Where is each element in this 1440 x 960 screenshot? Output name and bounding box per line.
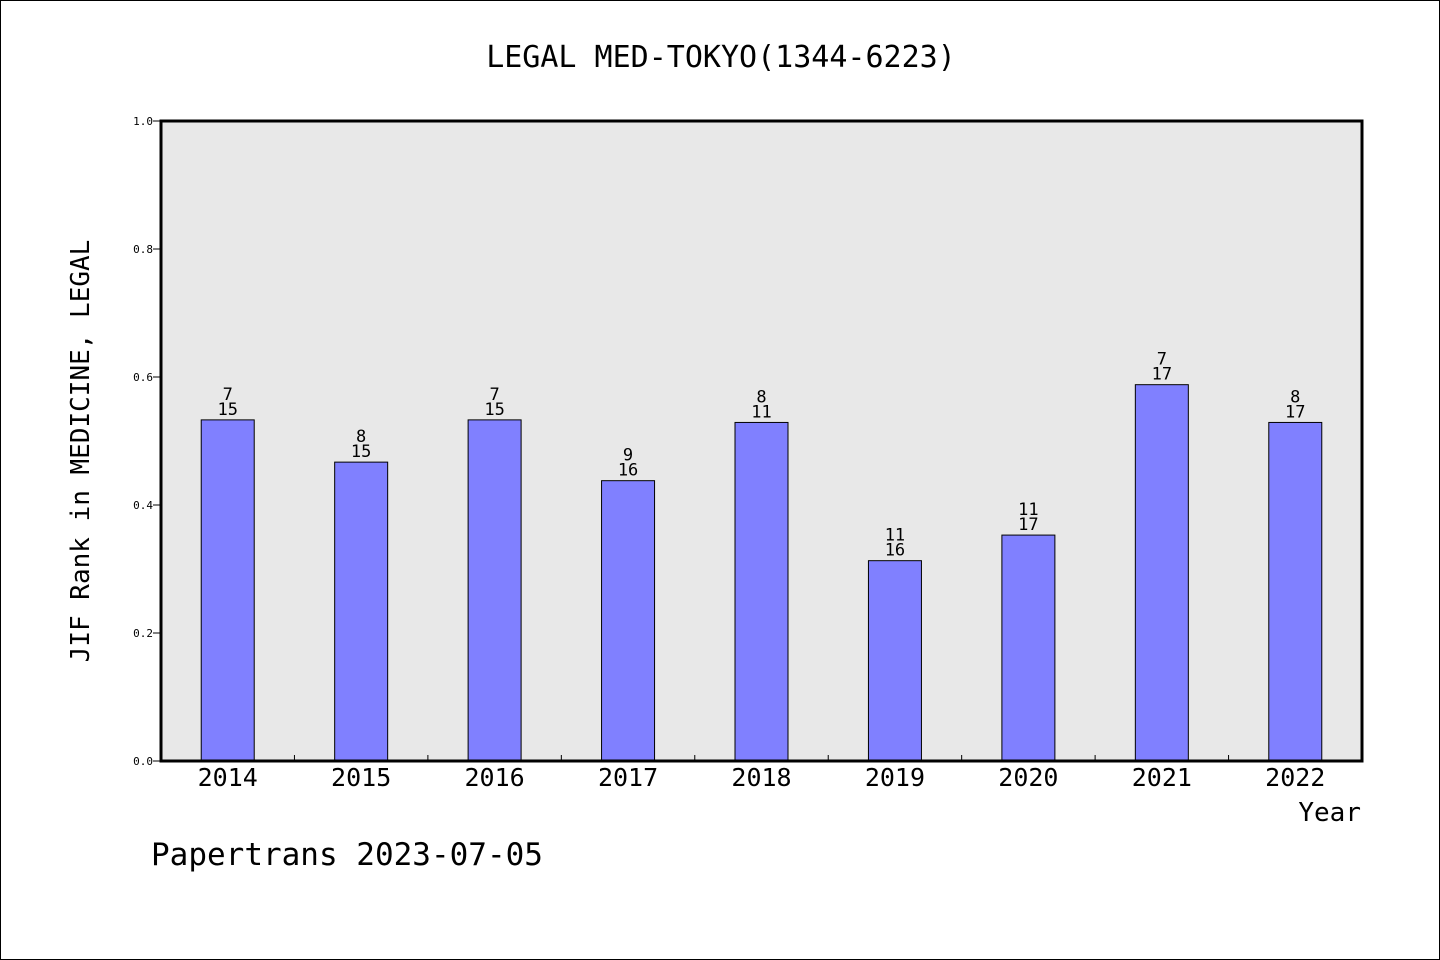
y-axis: 0.0 0.2 0.4 0.6 0.8 1.0 (133, 115, 161, 768)
x-axis-label: Year (1298, 798, 1361, 828)
chart-title: LEGAL MED-TOKYO(1344-6223) (486, 40, 956, 75)
y-tick-label: 0.8 (133, 243, 153, 256)
bar-2022 (1268, 421, 1323, 762)
x-tick-label: 2021 (1132, 763, 1192, 792)
bar-2020 (1001, 534, 1056, 762)
bar-total-label: 17 (1285, 402, 1305, 422)
plot-border (159, 119, 1364, 763)
bar-rank-label: 8 (756, 387, 766, 407)
bars-group (200, 384, 1323, 762)
bar-rank-label: 9 (623, 446, 633, 466)
bar-2018 (734, 421, 789, 762)
x-tick-label: 2014 (198, 763, 258, 792)
bar-rank-label: 11 (1018, 500, 1038, 520)
x-tick-label: 2016 (465, 763, 525, 792)
bar-rank-label: 11 (885, 526, 905, 546)
bar-total-label: 15 (484, 400, 504, 420)
bar-2016 (467, 419, 522, 762)
x-tick-label: 2022 (1265, 763, 1325, 792)
x-tick-label: 2018 (731, 763, 791, 792)
x-tick-label: 2015 (331, 763, 391, 792)
bar-2021 (1134, 384, 1189, 762)
bar-rank-label: 7 (223, 385, 233, 405)
x-tick-label: 2019 (865, 763, 925, 792)
footer-text: Papertrans 2023-07-05 (151, 837, 543, 873)
bar-total-label: 16 (885, 541, 905, 561)
y-tick-label: 0.6 (133, 371, 153, 384)
bar-rank-label: 8 (1290, 387, 1300, 407)
x-tick-label: 2017 (598, 763, 658, 792)
bar-total-label: 17 (1018, 515, 1038, 535)
bar-total-label: 15 (351, 442, 371, 462)
bar-total-label: 16 (618, 461, 638, 481)
bar-rank-label: 8 (356, 427, 366, 447)
bar-2017 (601, 480, 656, 762)
y-tick-label: 0.4 (133, 499, 153, 512)
y-axis-label: JIF Rank in MEDICINE, LEGAL (66, 240, 96, 663)
bar-2015 (334, 461, 389, 762)
bar-2019 (867, 560, 922, 762)
bar-rank-label: 7 (1157, 350, 1167, 370)
bar-total-label: 11 (751, 402, 771, 422)
y-tick-label: 1.0 (133, 115, 153, 128)
x-tick-label: 2020 (998, 763, 1058, 792)
x-axis: 2014 2015 2016 2017 2018 2019 2020 2021 2022 (198, 755, 1325, 792)
bar-2014 (200, 419, 255, 762)
bar-total-label: 17 (1152, 365, 1172, 385)
y-tick-label: 0.2 (133, 627, 153, 640)
bar-total-label: 15 (217, 400, 237, 420)
bar-rank-label: 7 (489, 385, 499, 405)
y-tick-label: 0.0 (133, 755, 153, 768)
